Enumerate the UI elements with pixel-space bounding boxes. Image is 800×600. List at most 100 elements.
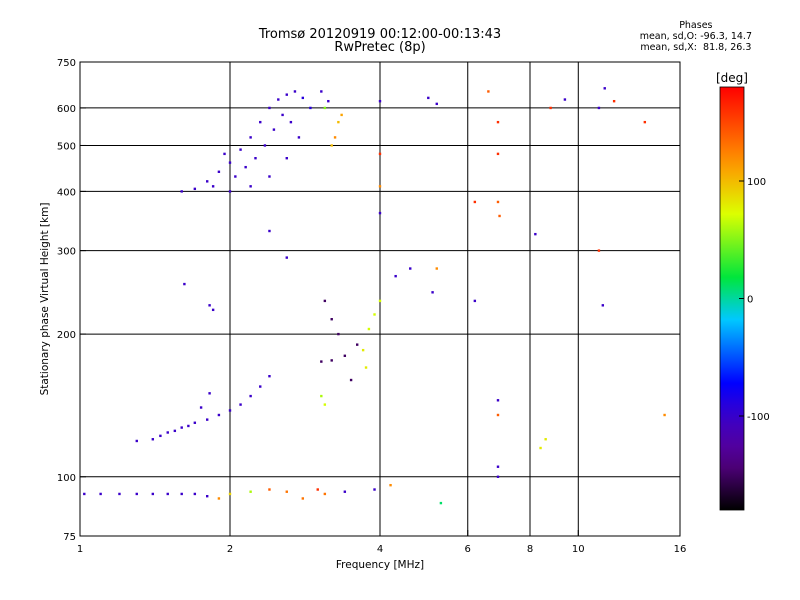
data-point: [330, 359, 333, 362]
data-point: [285, 256, 288, 259]
data-point: [289, 120, 293, 124]
data-point: [268, 488, 271, 491]
data-point: [394, 274, 397, 278]
data-point: [228, 190, 232, 193]
data-point: [263, 144, 267, 147]
data-point: [208, 304, 211, 307]
data-point: [293, 90, 297, 93]
data-point: [297, 136, 301, 139]
y-tick-label: 75: [63, 532, 76, 543]
data-point: [323, 106, 327, 110]
data-point: [563, 98, 567, 101]
x-tick-label: 1: [77, 544, 83, 555]
data-point: [378, 211, 382, 215]
data-point: [343, 490, 347, 493]
data-point: [228, 161, 232, 164]
data-point: [249, 136, 252, 139]
data-point: [498, 214, 501, 218]
data-point: [663, 413, 666, 417]
data-point: [187, 424, 190, 428]
stats-heading: Phases: [679, 20, 713, 31]
data-point: [268, 106, 271, 110]
data-point: [205, 180, 209, 183]
colorbar-label: [deg]: [716, 71, 748, 85]
chart-title: Tromsø 20120919 00:12:00-00:13:43: [258, 27, 502, 42]
data-point: [320, 394, 323, 398]
data-point: [389, 483, 392, 487]
data-point: [330, 318, 333, 321]
data-point: [135, 439, 138, 443]
data-point: [378, 299, 382, 303]
data-point: [378, 99, 382, 103]
stats-o-line: mean, sd,O: -96.3, 14.7: [639, 31, 752, 42]
data-point: [151, 438, 155, 441]
data-point: [349, 378, 353, 382]
data-point: [439, 501, 443, 505]
colorbar-tick-label: 100: [747, 177, 766, 188]
data-point: [249, 394, 252, 398]
data-point: [496, 200, 500, 204]
data-point: [301, 96, 305, 100]
y-tick-label: 300: [57, 247, 76, 258]
data-point: [355, 343, 359, 346]
data-point: [205, 494, 209, 498]
data-point: [259, 385, 262, 388]
data-point: [285, 157, 288, 160]
x-axis-label: Frequency [MHz]: [336, 559, 424, 571]
data-point: [272, 128, 276, 131]
data-point: [211, 308, 215, 312]
stats-x-line: mean, sd,X: 81.8, 26.3: [640, 42, 752, 53]
data-point: [309, 106, 312, 110]
data-point: [487, 90, 490, 93]
data-point: [249, 185, 252, 188]
data-point: [159, 434, 162, 438]
data-point: [327, 99, 330, 103]
data-point: [211, 185, 215, 188]
data-point: [193, 492, 197, 496]
x-tick-label: 4: [377, 544, 383, 555]
data-point: [337, 332, 340, 336]
colorbar-tick-label: -100: [747, 412, 770, 423]
data-point: [473, 200, 477, 204]
data-point: [431, 291, 434, 294]
data-point: [234, 175, 237, 178]
y-tick-label: 400: [57, 187, 76, 198]
data-point: [496, 399, 500, 402]
data-point: [601, 304, 605, 307]
data-point: [180, 426, 183, 429]
data-point: [118, 492, 121, 496]
data-point: [268, 375, 271, 378]
data-point: [364, 366, 368, 369]
data-point: [239, 148, 242, 151]
y-tick-label: 600: [57, 104, 76, 115]
data-point: [166, 431, 169, 434]
data-point: [612, 99, 616, 103]
data-point: [373, 313, 376, 316]
data-point: [199, 406, 203, 409]
data-point: [316, 488, 319, 491]
data-point: [277, 98, 280, 101]
phase-stats: Phases mean, sd,O: -96.3, 14.7 mean, sd,…: [640, 20, 752, 53]
data-point: [244, 165, 247, 169]
data-point: [217, 497, 221, 500]
data-point: [435, 102, 438, 106]
data-point: [205, 418, 209, 421]
data-point: [473, 299, 477, 303]
data-point: [193, 187, 197, 191]
data-point: [361, 348, 365, 352]
x-tick-label: 2: [227, 544, 233, 555]
data-point: [539, 446, 542, 450]
data-point: [166, 492, 169, 496]
data-point: [330, 144, 333, 147]
data-point: [409, 267, 412, 270]
y-axis-label: Stationary phase Virtual Height [km]: [39, 203, 51, 396]
data-point: [378, 185, 382, 188]
data-point: [496, 413, 500, 417]
data-point: [603, 87, 606, 90]
data-point: [249, 490, 252, 493]
x-tick-label: 8: [527, 544, 533, 555]
data-point: [180, 190, 183, 193]
data-point: [549, 106, 552, 110]
data-point: [193, 421, 197, 424]
